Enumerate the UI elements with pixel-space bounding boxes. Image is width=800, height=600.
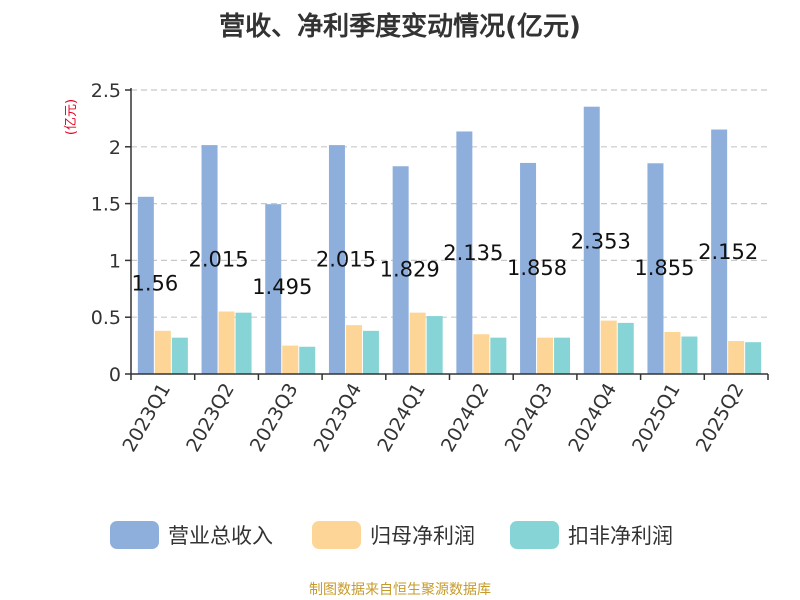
- bar-net-profit: [409, 312, 426, 374]
- bar-deducted-net-profit: [490, 337, 507, 374]
- y-tick-label: 0: [109, 364, 121, 386]
- x-tick-label: 2023Q2: [182, 380, 239, 456]
- x-tick-label: 2024Q2: [437, 379, 494, 455]
- data-label: 2.152: [698, 240, 758, 264]
- bar-net-profit: [218, 311, 235, 374]
- y-tick-label: 2.5: [91, 80, 121, 102]
- bar-revenue: [456, 131, 473, 374]
- y-tick-label: 1: [109, 250, 121, 272]
- data-label: 2.015: [316, 247, 376, 271]
- y-axis-unit: (亿元): [64, 99, 79, 135]
- bar-deducted-net-profit: [617, 322, 634, 374]
- x-tick-label: 2023Q4: [310, 380, 367, 456]
- bar-net-profit: [728, 341, 745, 374]
- x-tick-label: 2024Q4: [564, 380, 621, 456]
- bar-deducted-net-profit: [362, 330, 379, 374]
- legend-label: 扣非净利润: [568, 524, 673, 548]
- bar-revenue: [520, 162, 537, 374]
- bar-revenue: [201, 145, 218, 374]
- x-tick-label: 2025Q2: [692, 380, 749, 456]
- data-label: 1.495: [252, 275, 312, 299]
- x-tick-label: 2023Q3: [246, 380, 303, 456]
- bar-net-profit: [154, 330, 171, 374]
- y-tick-label: 2: [109, 137, 121, 159]
- x-tick-label: 2024Q3: [501, 380, 558, 456]
- bar-net-profit: [600, 320, 617, 374]
- bars: [137, 106, 762, 374]
- data-label: 2.353: [571, 229, 631, 253]
- data-source-note: 制图数据来自恒生聚源数据库: [309, 582, 491, 598]
- data-label: 1.56: [131, 272, 178, 296]
- legend-swatch: [110, 521, 159, 549]
- bar-deducted-net-profit: [745, 342, 762, 374]
- bar-deducted-net-profit: [554, 337, 571, 374]
- y-tick-label: 1.5: [91, 194, 121, 216]
- data-label: 1.858: [507, 256, 567, 280]
- bar-net-profit: [537, 337, 554, 374]
- data-label: 1.855: [634, 256, 694, 280]
- bar-deducted-net-profit: [171, 337, 188, 374]
- bar-revenue: [647, 163, 664, 374]
- bar-deducted-net-profit: [235, 312, 252, 374]
- bar-deducted-net-profit: [299, 346, 316, 374]
- bar-net-profit: [664, 331, 681, 374]
- bar-net-profit: [345, 325, 362, 374]
- bar-revenue: [137, 196, 154, 374]
- bar-revenue: [392, 166, 409, 374]
- data-label: 2.015: [188, 247, 248, 271]
- bar-net-profit: [473, 334, 490, 374]
- legend-swatch: [312, 521, 361, 549]
- legend-label: 归母净利润: [370, 524, 475, 548]
- bar-revenue: [711, 129, 728, 374]
- y-tick-label: 0.5: [91, 307, 121, 329]
- grid-lines: [131, 89, 768, 318]
- bar-revenue: [328, 145, 345, 374]
- bar-deducted-net-profit: [426, 316, 443, 374]
- bar-deducted-net-profit: [681, 336, 698, 374]
- legend-swatch: [510, 521, 559, 549]
- x-tick-label: 2025Q1: [628, 380, 685, 456]
- legend: 营业总收入 归母净利润 扣非净利润: [110, 521, 673, 549]
- data-label: 1.829: [380, 257, 440, 281]
- bar-net-profit: [282, 345, 299, 374]
- chart-title: 营收、净利季度变动情况(亿元): [219, 11, 581, 42]
- data-label: 2.135: [443, 241, 503, 265]
- x-tick-label: 2023Q1: [118, 380, 175, 456]
- bar-revenue: [583, 106, 600, 374]
- x-tick-label: 2024Q1: [373, 380, 430, 456]
- legend-label: 营业总收入: [168, 524, 273, 548]
- bar-revenue: [265, 204, 282, 374]
